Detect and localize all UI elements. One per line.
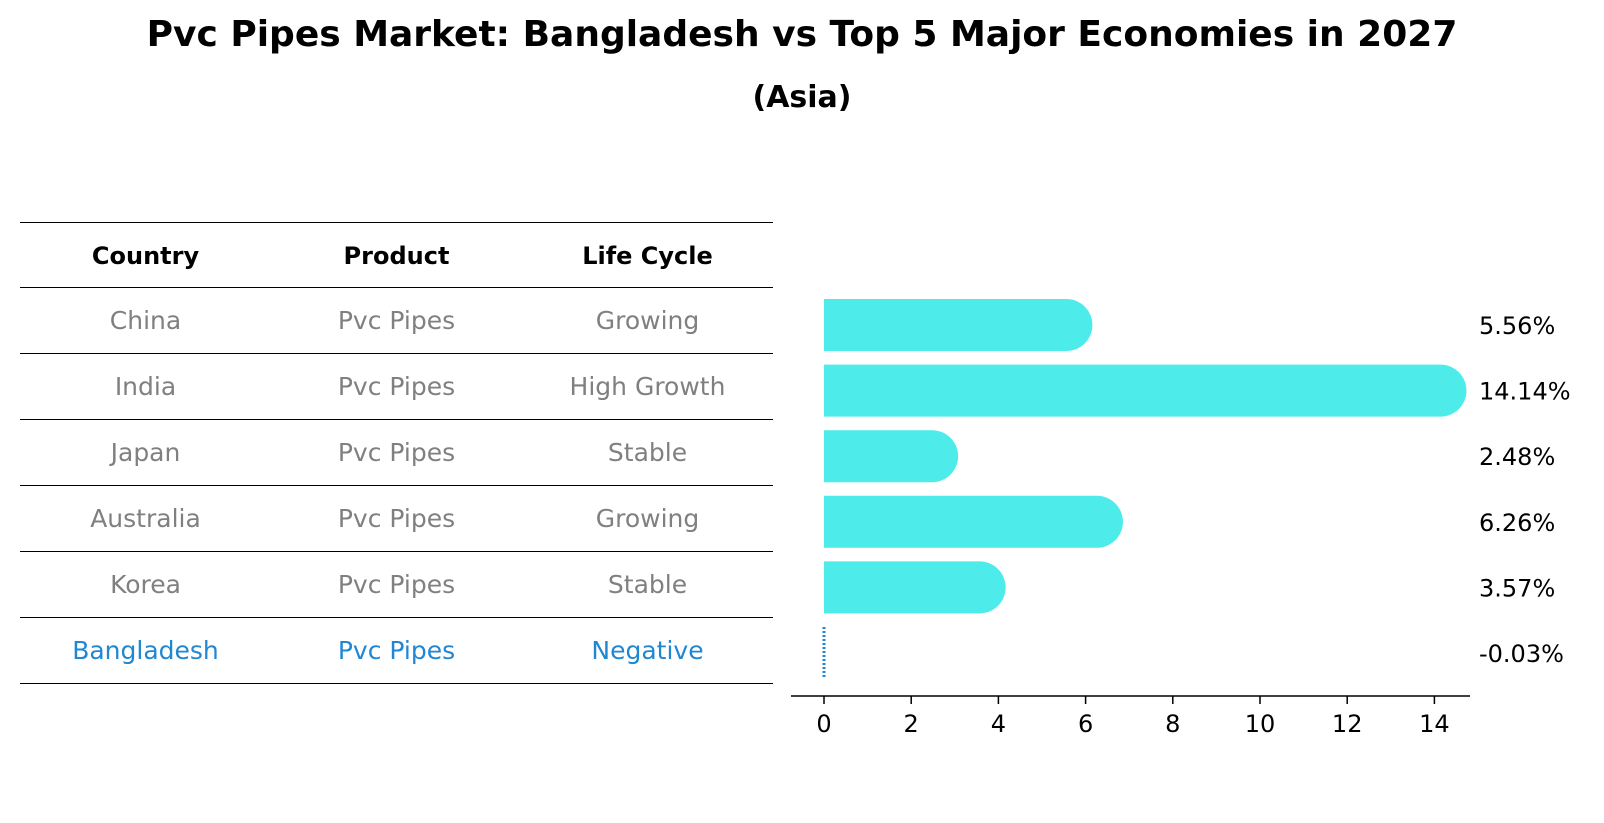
- table-row-highlighted: Bangladesh Pvc Pipes Negative: [20, 618, 773, 684]
- value-label: 6.26%: [1479, 509, 1555, 537]
- bar-australia: [824, 495, 1123, 548]
- cell-product: Pvc Pipes: [337, 570, 456, 599]
- table-row: India Pvc Pipes High Growth: [20, 354, 773, 420]
- cell-country: India: [114, 372, 177, 401]
- x-tick-label: 8: [1165, 710, 1180, 738]
- table-header-row: Country Product Life Cycle: [20, 222, 773, 288]
- cell-life-cycle: Stable: [607, 570, 688, 599]
- header-country: Country: [91, 242, 200, 270]
- cell-life-cycle: Stable: [607, 438, 688, 467]
- value-label: 2.48%: [1479, 443, 1555, 471]
- bar-korea: [824, 561, 1006, 614]
- cell-country: Australia: [90, 504, 201, 533]
- bar-china: [824, 299, 1093, 351]
- cell-product: Pvc Pipes: [337, 636, 456, 665]
- x-tick-label: 6: [1078, 710, 1093, 738]
- x-tick-label: 12: [1332, 710, 1363, 738]
- bar-japan: [824, 430, 959, 483]
- table-row: Australia Pvc Pipes Growing: [20, 486, 773, 552]
- cell-product: Pvc Pipes: [337, 438, 456, 467]
- cell-life-cycle: Negative: [591, 636, 704, 665]
- data-table: Country Product Life Cycle China Pvc Pip…: [20, 222, 773, 684]
- value-label: 14.14%: [1479, 378, 1571, 406]
- value-label: 5.56%: [1479, 312, 1555, 340]
- x-tick-label: 0: [816, 710, 831, 738]
- cell-product: Pvc Pipes: [337, 306, 456, 335]
- chart-subtitle: (Asia): [752, 80, 852, 115]
- cell-life-cycle: Growing: [595, 504, 700, 533]
- cell-product: Pvc Pipes: [337, 504, 456, 533]
- x-tick-label: 2: [904, 710, 919, 738]
- table-row: Japan Pvc Pipes Stable: [20, 420, 773, 486]
- x-tick-label: 10: [1245, 710, 1276, 738]
- x-tick-label: 4: [991, 710, 1006, 738]
- header-product: Product: [343, 242, 450, 270]
- cell-country: China: [109, 306, 182, 335]
- value-label: 3.57%: [1479, 574, 1555, 602]
- cell-life-cycle: Growing: [595, 306, 700, 335]
- cell-life-cycle: High Growth: [569, 372, 726, 401]
- header-life-cycle: Life Cycle: [582, 242, 713, 270]
- table-row: Korea Pvc Pipes Stable: [20, 552, 773, 618]
- chart-title: Pvc Pipes Market: Bangladesh vs Top 5 Ma…: [146, 14, 1458, 55]
- cell-country: Bangladesh: [72, 636, 219, 665]
- value-label: -0.03%: [1479, 640, 1564, 668]
- bar-india: [824, 364, 1467, 417]
- x-tick-label: 14: [1419, 710, 1450, 738]
- table-row: China Pvc Pipes Growing: [20, 288, 773, 354]
- cell-country: Japan: [110, 438, 181, 467]
- cell-product: Pvc Pipes: [337, 372, 456, 401]
- cell-country: Korea: [110, 570, 181, 599]
